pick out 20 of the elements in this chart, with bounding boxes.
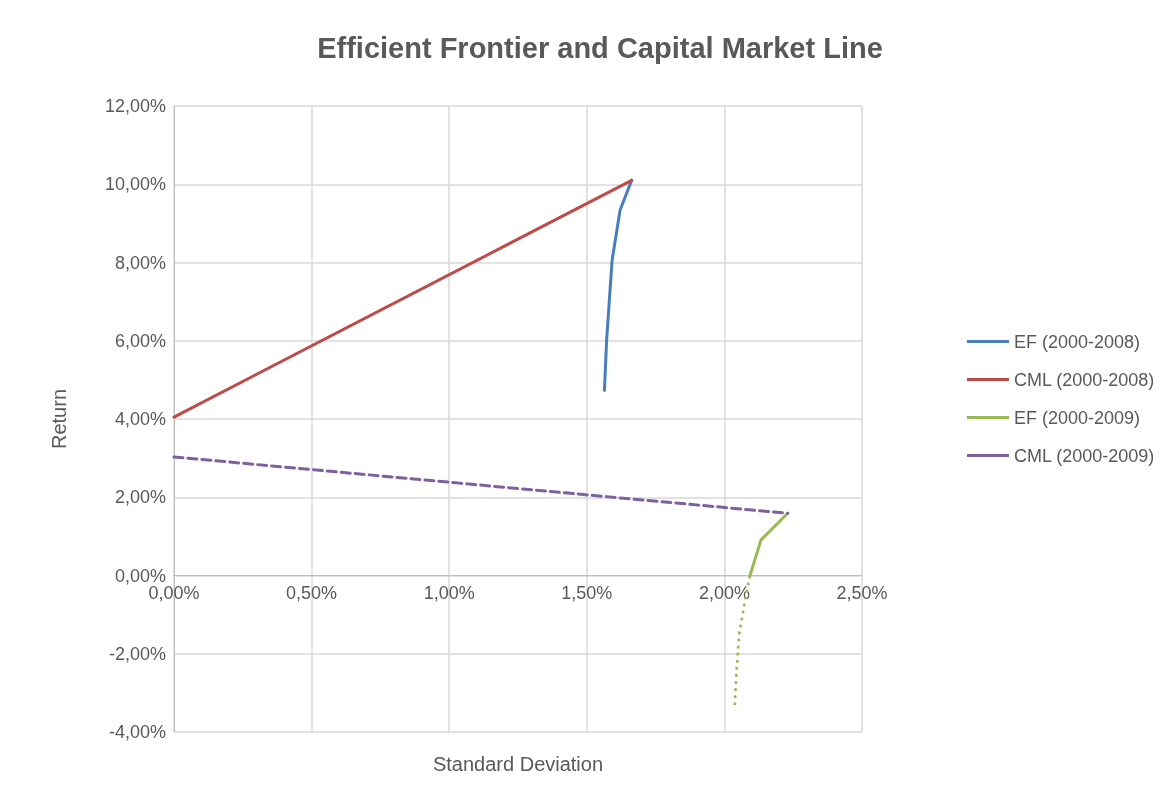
y-tick-label: 4,00%	[114, 409, 166, 429]
y-tick-label: 10,00%	[104, 174, 166, 195]
legend-label: CML (2000-2009)	[1013, 445, 1155, 466]
y-tick-label: -2,00%	[108, 643, 166, 664]
x-tick-label: 2,00%	[698, 582, 750, 603]
x-tick-label: 1,50%	[561, 582, 613, 603]
y-axis-title: Return	[48, 388, 70, 450]
legend-label: EF (2000-2008)	[1013, 331, 1140, 352]
legend-label: CML (2000-2008)	[1013, 369, 1155, 390]
legend-label: EF (2000-2009)	[1013, 407, 1140, 428]
y-tick-label: 2,00%	[114, 487, 166, 508]
y-tick-label: 12,00%	[104, 96, 166, 116]
x-axis-title: Standard Deviation	[432, 753, 604, 775]
x-tick-label: 2,50%	[836, 582, 888, 603]
x-tick-label: 0,50%	[286, 582, 338, 603]
y-tick-label: 6,00%	[114, 330, 166, 351]
chart-title: Efficient Frontier and Capital Market Line	[317, 31, 883, 64]
y-tick-label: 8,00%	[114, 252, 166, 273]
y-tick-label: -4,00%	[108, 722, 166, 742]
x-tick-label: 1,00%	[423, 582, 475, 603]
